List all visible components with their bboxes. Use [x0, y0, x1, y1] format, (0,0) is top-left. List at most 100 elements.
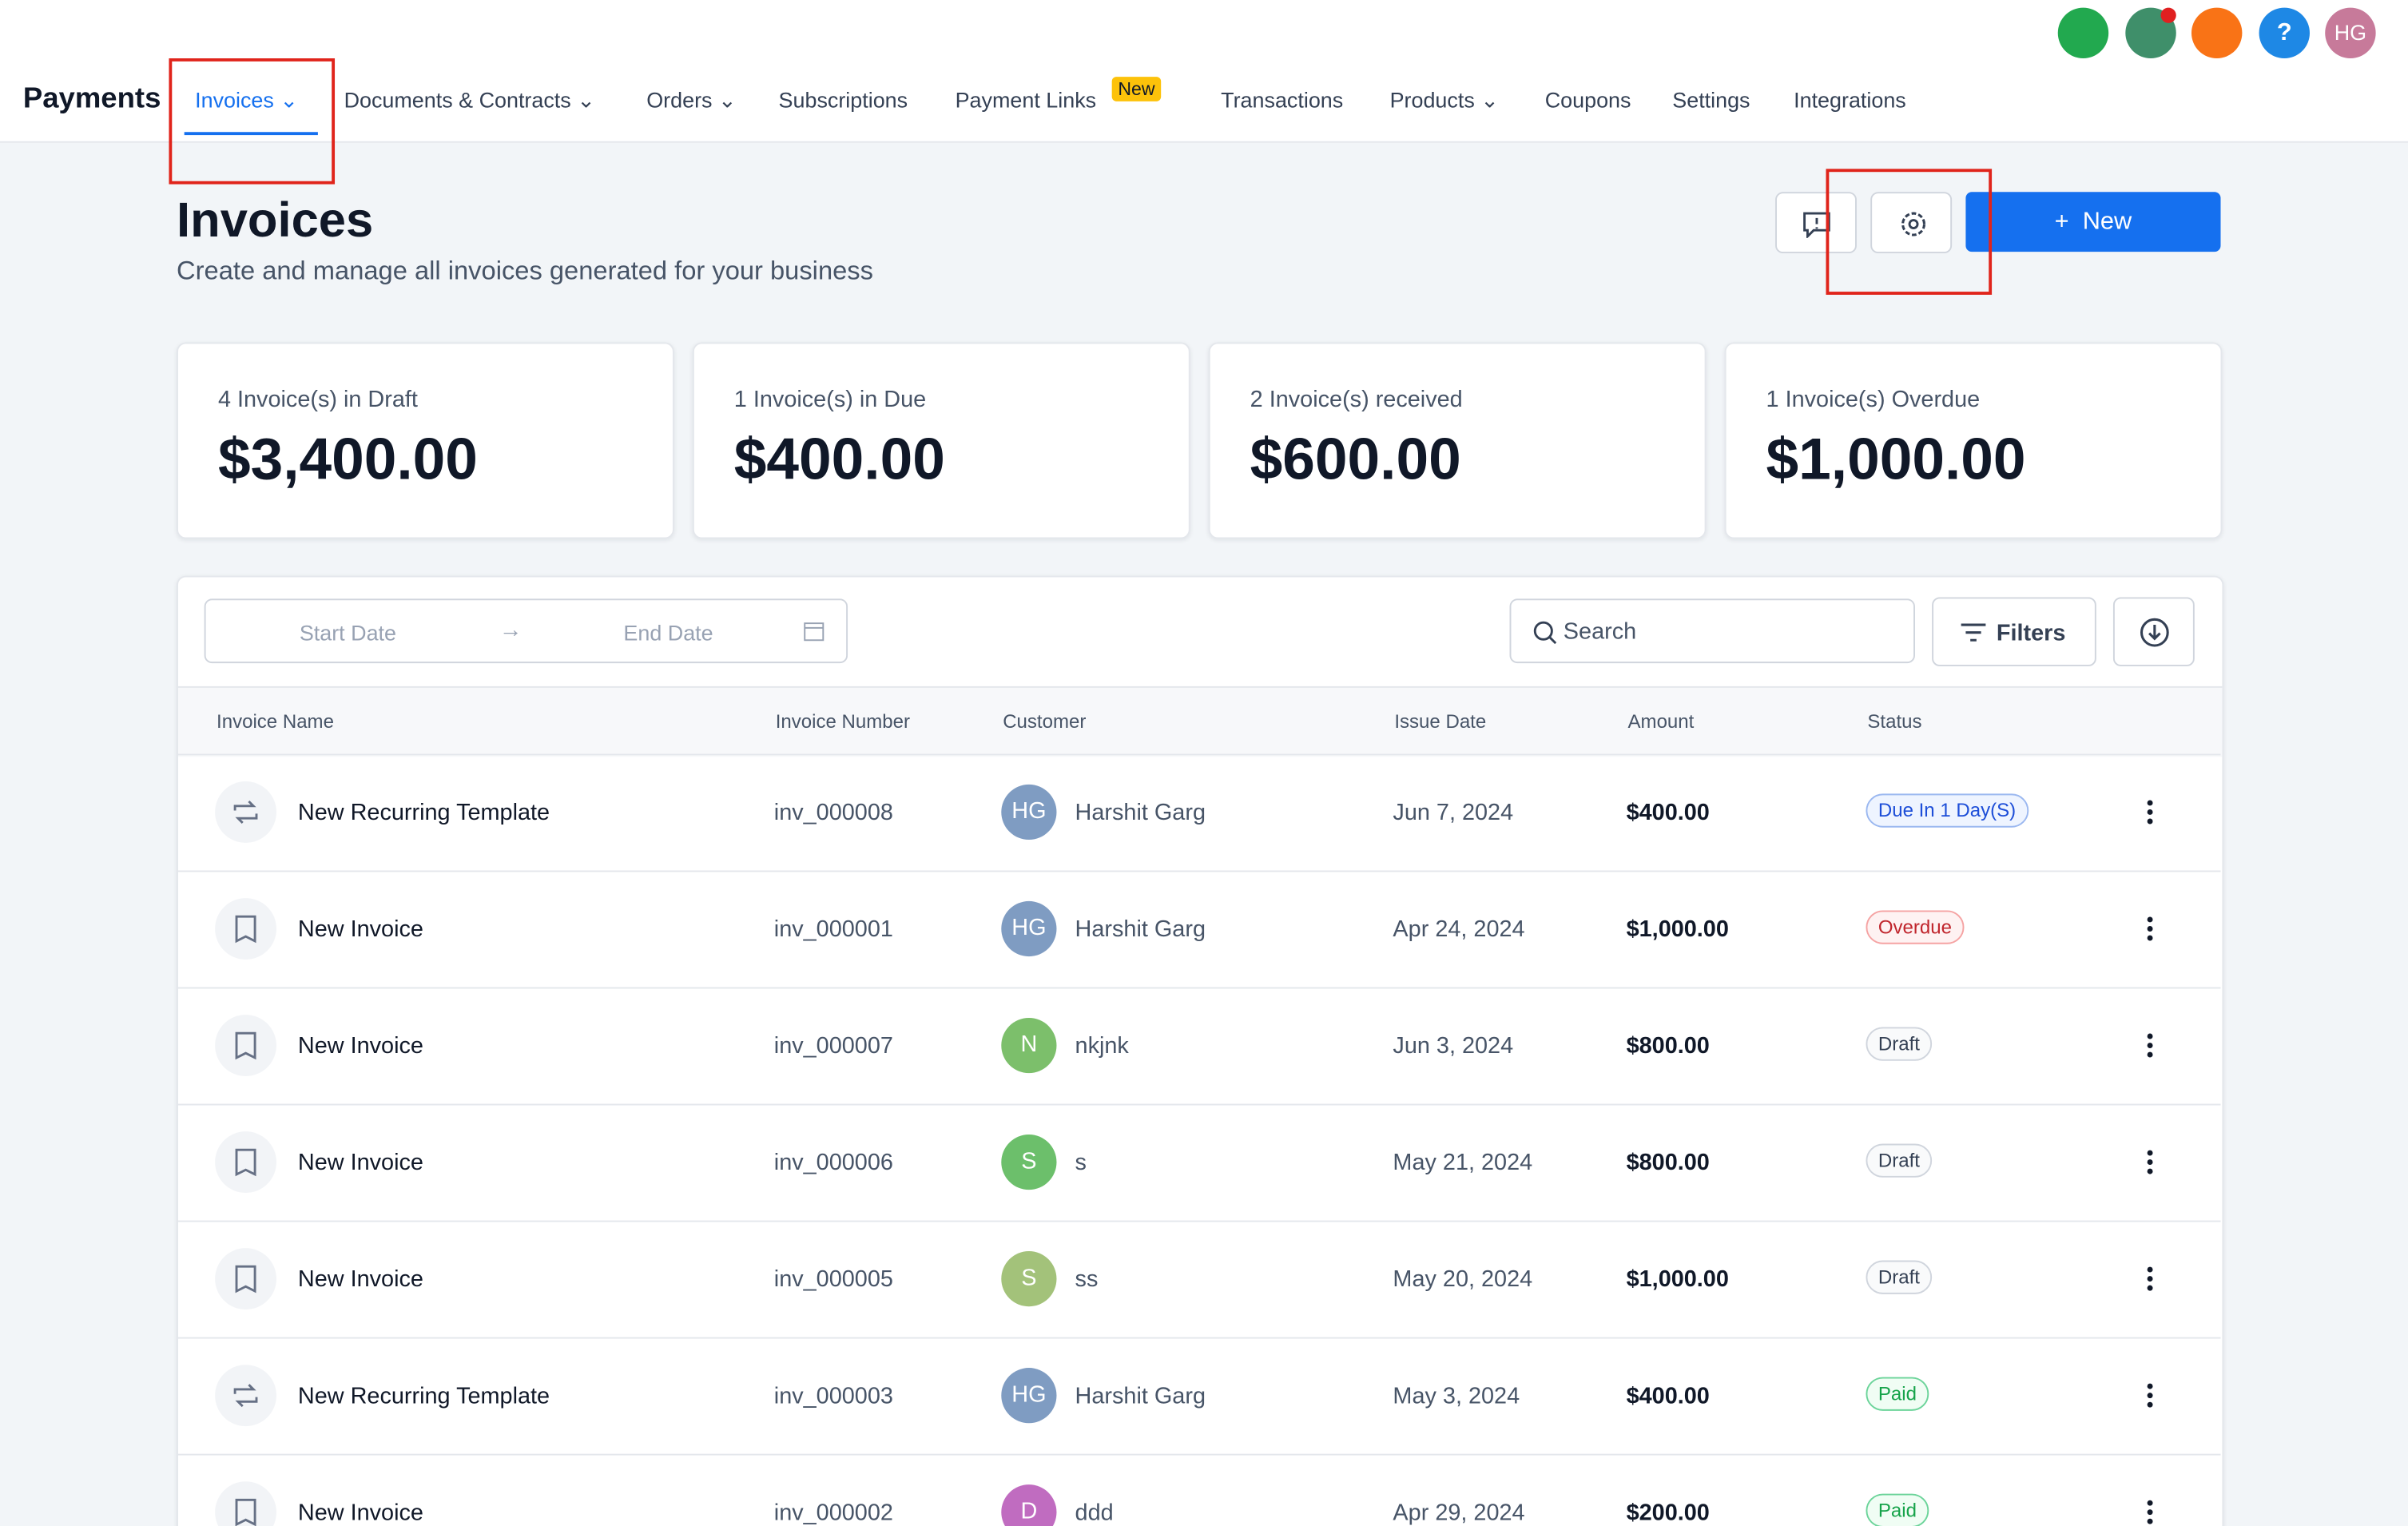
issue-date: Apr 24, 2024 [1393, 916, 1525, 943]
phone-button[interactable] [2057, 7, 2109, 59]
search-placeholder: Search [1563, 618, 1637, 646]
status-badge: Draft [1866, 1027, 1933, 1061]
row-menu[interactable] [2142, 798, 2157, 833]
tab[interactable]: Subscriptions [779, 88, 908, 113]
customer-avatar: HG [1001, 784, 1057, 840]
row-menu[interactable] [2142, 1148, 2157, 1183]
tab[interactable]: Orders ⌄ [646, 87, 737, 113]
stat-amount: $1,000.00 [1766, 428, 2026, 493]
tab[interactable]: Products ⌄ [1389, 87, 1499, 113]
end-date: End Date [623, 620, 713, 646]
highlight-box [169, 58, 336, 185]
customer-avatar: HG [1001, 900, 1057, 957]
customer-avatar: N [1001, 1017, 1057, 1074]
customer-avatar: S [1001, 1251, 1057, 1307]
help-button[interactable]: ? [2259, 7, 2310, 59]
status-badge: Draft [1866, 1260, 1933, 1294]
customer-avatar: HG [1001, 1368, 1057, 1424]
row-menu[interactable] [2142, 1265, 2157, 1300]
row-icon [215, 781, 276, 843]
issue-date: May 3, 2024 [1393, 1383, 1520, 1409]
invoice-name: New Invoice [297, 916, 423, 943]
tab[interactable]: Coupons [1545, 88, 1631, 113]
filters-button[interactable]: Filters [1932, 597, 2096, 666]
stat-amount: $600.00 [1250, 428, 1461, 493]
stat-amount: $400.00 [733, 428, 945, 493]
row-menu[interactable] [2142, 915, 2157, 950]
tab-label: Settings [1672, 87, 1750, 113]
table-row[interactable]: New Recurring Template inv_000008 HG Harshi… [177, 753, 2221, 872]
customer-avatar: D [1001, 1484, 1057, 1526]
table-row[interactable]: New Invoice inv_000001 HG Harshit Garg Apr 2… [177, 870, 2221, 988]
tab[interactable]: Invoices ⌄ [195, 87, 298, 113]
tab[interactable]: Transactions [1221, 88, 1343, 113]
column-header: Customer [1003, 710, 1087, 733]
invoice-name: New Invoice [297, 1150, 423, 1176]
status-badge: Due In 1 Day(S) [1866, 793, 2029, 828]
settings-button[interactable] [1870, 192, 1953, 254]
tab-label: Transactions [1221, 87, 1344, 113]
row-menu[interactable] [2142, 1031, 2157, 1067]
tab[interactable]: Documents & Contracts ⌄ [344, 87, 595, 113]
tab[interactable]: Integrations [1794, 88, 1906, 113]
customer-name: Harshit Garg [1075, 916, 1206, 943]
stat-label: 4 Invoice(s) in Draft [217, 387, 418, 413]
stat-label: 2 Invoice(s) received [1250, 387, 1463, 413]
tab-label: Integrations [1794, 87, 1906, 113]
brand: Payments [22, 82, 161, 116]
notification-button[interactable] [2191, 7, 2243, 59]
new-button-label: New [2082, 209, 2132, 235]
invoice-number: inv_000007 [773, 1033, 893, 1059]
new-badge: New [1111, 77, 1162, 101]
tab-label: Documents & Contracts [344, 87, 571, 113]
column-header: Status [1867, 710, 1922, 733]
issue-date: Jun 7, 2024 [1393, 800, 1514, 826]
page-subtitle: Create and manage all invoices generated… [177, 256, 873, 286]
new-button[interactable]: + New [1965, 192, 2221, 252]
issue-date: May 21, 2024 [1393, 1150, 1533, 1176]
status-badge: Overdue [1866, 910, 1965, 944]
table-body: New Recurring Template inv_000008 HG Harshi… [177, 753, 2221, 1526]
stat-label: 1 Invoice(s) Overdue [1766, 387, 1981, 413]
invoice-name: New Invoice [297, 1033, 423, 1059]
tab[interactable]: Payment Links [956, 88, 1097, 113]
issue-date: Apr 29, 2024 [1393, 1500, 1525, 1526]
row-menu[interactable] [2142, 1381, 2157, 1417]
announce-button[interactable] [2125, 7, 2176, 59]
column-header: Amount [1627, 710, 1695, 733]
tab-label: Products [1389, 87, 1475, 113]
tab[interactable]: Settings [1672, 88, 1750, 113]
amount: $800.00 [1626, 1033, 1710, 1059]
customer-name: nkjnk [1075, 1033, 1129, 1059]
table-header: Invoice Name Invoice Number Customer Iss… [177, 686, 2223, 757]
customer-name: Harshit Garg [1075, 800, 1206, 826]
stat-amount: $3,400.00 [217, 428, 478, 493]
download-button[interactable] [2112, 597, 2195, 666]
amount: $1,000.00 [1626, 1266, 1729, 1293]
invoice-name: New Recurring Template [297, 1383, 550, 1409]
issue-date: May 20, 2024 [1393, 1266, 1533, 1293]
feedback-button[interactable] [1775, 192, 1857, 254]
active-underline [184, 132, 318, 136]
row-menu[interactable] [2142, 1498, 2157, 1526]
stat-card: 4 Invoice(s) in Draft $3,400.00 [177, 342, 674, 539]
customer-name: ddd [1075, 1500, 1114, 1526]
date-range[interactable]: Start Date → End Date [204, 598, 848, 664]
row-icon [215, 1131, 276, 1194]
row-icon [215, 1481, 276, 1526]
search-box[interactable]: Search [1509, 598, 1915, 664]
invoice-number: inv_000008 [773, 800, 893, 826]
page-title: Invoices [177, 192, 374, 248]
table-row[interactable]: New Recurring Template inv_000003 HG Harshi… [177, 1337, 2221, 1456]
amount: $200.00 [1626, 1500, 1710, 1526]
column-header: Issue Date [1394, 710, 1487, 733]
invoice-name: New Invoice [297, 1266, 423, 1293]
invoice-number: inv_000003 [773, 1383, 893, 1409]
avatar[interactable]: HG [2325, 7, 2376, 59]
amount: $1,000.00 [1626, 916, 1729, 943]
